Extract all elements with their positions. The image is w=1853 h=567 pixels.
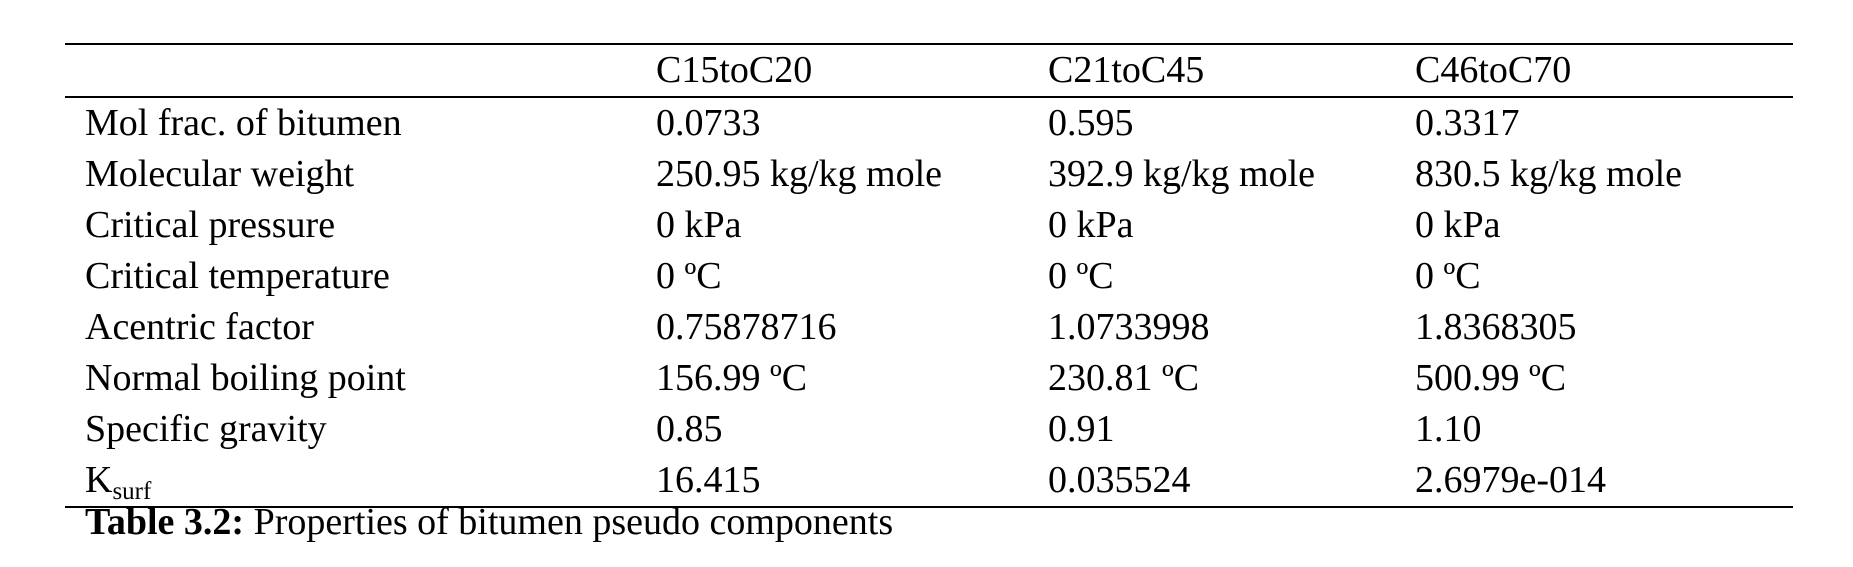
caption-label: Table 3.2: (85, 501, 245, 543)
table-cell: 0.0733 (656, 102, 761, 144)
table-row: Ksurf 16.415 0.035524 2.6979e-014 (65, 455, 1793, 507)
table-cell: 250.95 kg/kg mole (656, 153, 943, 195)
table-cell: 0.035524 (1048, 459, 1191, 501)
table-cell: 0 ºC (1415, 255, 1481, 297)
table-cell: 392.9 kg/kg mole (1048, 153, 1316, 195)
table-row: Normal boiling point 156.99 ºC 230.81 ºC… (65, 353, 1793, 404)
table-cell: 0.3317 (1415, 102, 1520, 144)
table-cell: 0.595 (1048, 102, 1134, 144)
table-caption: Table 3.2: Properties of bitumen pseudo … (85, 500, 893, 544)
caption-text: Properties of bitumen pseudo components (244, 501, 894, 543)
row-label: Mol frac. of bitumen (85, 102, 402, 144)
table-cell: 0 ºC (1048, 255, 1114, 297)
ksurf-subscript: surf (112, 478, 152, 505)
table-row: Acentric factor 0.75878716 1.0733998 1.8… (65, 302, 1793, 353)
row-label: Critical pressure (85, 204, 336, 246)
table-cell: 156.99 ºC (656, 357, 808, 399)
row-label: Specific gravity (85, 408, 327, 450)
properties-table: C15toC20 C21toC45 C46toC70 Mol frac. of … (65, 43, 1793, 508)
row-label: Molecular weight (85, 153, 355, 195)
table-header-row: C15toC20 C21toC45 C46toC70 (65, 44, 1793, 97)
table-cell: 16.415 (656, 459, 761, 501)
row-label: Critical temperature (85, 255, 390, 297)
header-cell-c46toc70: C46toC70 (1415, 49, 1572, 91)
table-cell: 0.85 (656, 408, 723, 450)
table-cell: 0.75878716 (656, 306, 837, 348)
row-label-ksurf: Ksurf (65, 455, 636, 507)
table-cell: 830.5 kg/kg mole (1415, 153, 1683, 195)
row-label: Acentric factor (85, 306, 314, 348)
row-label: Normal boiling point (85, 357, 406, 399)
header-cell-empty (65, 44, 636, 97)
table-cell: 500.99 ºC (1415, 357, 1567, 399)
table-row: Molecular weight 250.95 kg/kg mole 392.9… (65, 149, 1793, 200)
ksurf-symbol: K (85, 459, 113, 501)
table-cell: 230.81 ºC (1048, 357, 1200, 399)
table-cell: 1.8368305 (1415, 306, 1577, 348)
table-cell: 2.6979e-014 (1415, 459, 1607, 501)
table-row: Critical temperature 0 ºC 0 ºC 0 ºC (65, 251, 1793, 302)
table-cell: 0.91 (1048, 408, 1115, 450)
table-row: Mol frac. of bitumen 0.0733 0.595 0.3317 (65, 97, 1793, 149)
table-cell: 0 kPa (1415, 204, 1501, 246)
header-cell-c21toc45: C21toC45 (1048, 49, 1205, 91)
table-row: Critical pressure 0 kPa 0 kPa 0 kPa (65, 200, 1793, 251)
table-cell: 0 kPa (656, 204, 742, 246)
properties-table-container: C15toC20 C21toC45 C46toC70 Mol frac. of … (65, 43, 1793, 508)
table-row: Specific gravity 0.85 0.91 1.10 (65, 404, 1793, 455)
table-cell: 1.10 (1415, 408, 1482, 450)
header-cell-c15toc20: C15toC20 (656, 49, 813, 91)
table-cell: 0 kPa (1048, 204, 1134, 246)
table-cell: 0 ºC (656, 255, 722, 297)
table-cell: 1.0733998 (1048, 306, 1210, 348)
